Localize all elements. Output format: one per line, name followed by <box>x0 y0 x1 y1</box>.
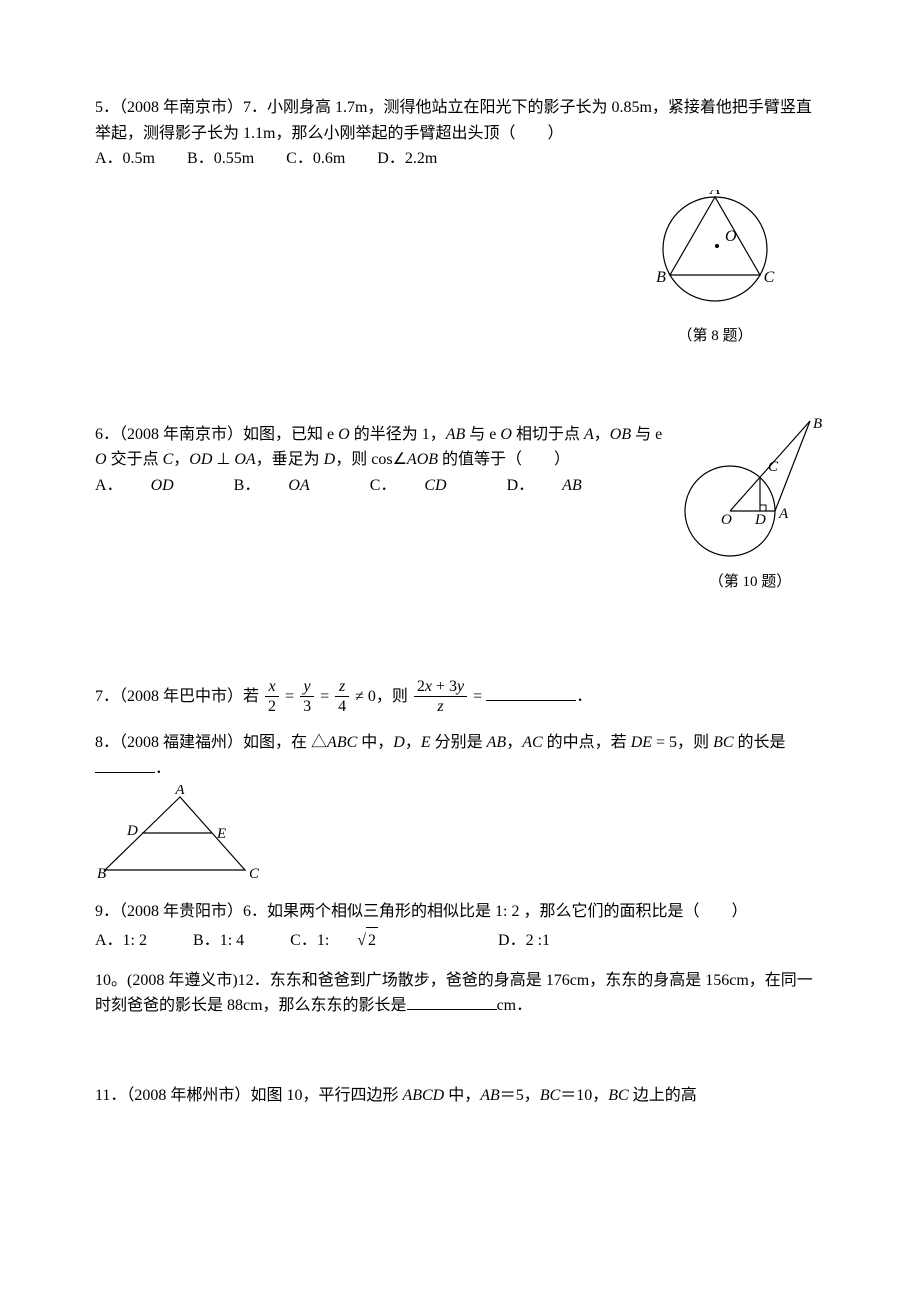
fraction-result: 2x + 3yz <box>414 678 467 716</box>
opt-d: D．2.2m <box>377 146 437 172</box>
fraction-x-2: x2 <box>265 678 279 716</box>
problem-7: 7．（2008 年巴中市）若 x2 = y3 = z4 ≠ 0，则 2x + 3… <box>95 678 825 716</box>
label-E: E <box>216 826 226 842</box>
opt-b: B．0.55m <box>187 146 254 172</box>
q-num: 6． <box>95 426 119 443</box>
q-num: 5． <box>95 99 119 116</box>
opt-d: D．AB <box>507 473 610 499</box>
opt-c: C．CD <box>370 473 475 499</box>
label-C: C <box>764 269 775 286</box>
answer-blank[interactable] <box>407 1009 497 1010</box>
q-src: （2008 年南京市）7． <box>119 99 267 116</box>
figure-problem-10: O A B C D （第 10 题） <box>675 416 825 594</box>
fraction-z-4: z4 <box>335 678 349 716</box>
problem-9-options: A．1: 2 B．1: 4 C．1:√2 D．2 :1 <box>95 927 825 954</box>
label-A: A <box>174 785 185 798</box>
q-num: 8． <box>95 734 119 751</box>
opt-c: C．1:√2 <box>290 927 434 954</box>
problem-10: 10。(2008 年遵义市)12．东东和爸爸到广场散步，爸爸的身高是 176cm… <box>95 968 825 1019</box>
label-A: A <box>709 190 720 198</box>
label-B: B <box>97 866 106 882</box>
problem-5-options: A．0.5m B．0.55m C．0.6m D．2.2m <box>95 146 825 172</box>
answer-blank[interactable] <box>95 772 155 773</box>
q-num: 10。 <box>95 972 127 989</box>
opt-a: A．OD <box>95 473 202 499</box>
figure-caption: （第 8 题） <box>645 324 785 348</box>
q-src: （2008 福建福州） <box>119 734 243 751</box>
q-src: （2008 年南京市） <box>119 426 243 443</box>
q-num: 7． <box>95 688 119 705</box>
label-B: B <box>813 416 822 432</box>
figure-problem-8: A B C O （第 8 题） <box>645 190 785 348</box>
opt-c: C．0.6m <box>286 146 345 172</box>
q-src: (2008 年遵义市)12． <box>127 972 270 989</box>
tangent-circle-diagram: O A B C D <box>675 416 825 566</box>
problem-11: 11．（2008 年郴州市）如图 10，平行四边形 ABCD 中，AB＝5，BC… <box>95 1083 825 1109</box>
q-src: （2008 年贵阳市）6． <box>119 903 267 920</box>
q-src: （2008 年巴中市） <box>119 688 243 705</box>
label-C: C <box>249 866 260 882</box>
problem-5: 5．（2008 年南京市）7．小刚身高 1.7m，测得他站立在阳光下的影子长为 … <box>95 95 825 348</box>
midsegment-triangle-diagram: A B C D E <box>95 785 265 885</box>
q-src: （2008 年郴州市） <box>126 1087 250 1104</box>
figure-caption: （第 10 题） <box>675 570 825 594</box>
problem-5-text: 5．（2008 年南京市）7．小刚身高 1.7m，测得他站立在阳光下的影子长为 … <box>95 95 825 146</box>
opt-b: B．OA <box>234 473 338 499</box>
answer-blank[interactable] <box>486 700 576 701</box>
label-D: D <box>754 512 766 528</box>
figure-problem-8b: A B C D E <box>95 785 825 885</box>
label-B: B <box>656 269 666 286</box>
label-O: O <box>721 512 732 528</box>
problem-9-text: 9．（2008 年贵阳市）6．如果两个相似三角形的相似比是 1: 2 ，那么它们… <box>95 899 825 925</box>
circle-triangle-diagram: A B C O <box>645 190 785 320</box>
fraction-y-3: y3 <box>300 678 314 716</box>
problem-8-text: 8．（2008 福建福州）如图，在 △ABC 中，D，E 分别是 AB，AC 的… <box>95 730 825 781</box>
problem-6: O A B C D （第 10 题） 6．（2008 年南京市）如图，已知 e … <box>95 422 825 594</box>
opt-a: A．0.5m <box>95 146 155 172</box>
label-C: C <box>768 459 779 475</box>
opt-d: D．2 :1 <box>498 928 550 954</box>
problem-9: 9．（2008 年贵阳市）6．如果两个相似三角形的相似比是 1: 2 ，那么它们… <box>95 899 825 953</box>
problem-8: 8．（2008 福建福州）如图，在 △ABC 中，D，E 分别是 AB，AC 的… <box>95 730 825 885</box>
label-D: D <box>126 823 138 839</box>
opt-b: B．1: 4 <box>193 928 244 954</box>
q-num: 9． <box>95 903 119 920</box>
opt-a: A．1: 2 <box>95 928 147 954</box>
q-num: 11． <box>95 1087 126 1104</box>
label-A: A <box>778 506 789 522</box>
label-O: O <box>725 228 737 245</box>
